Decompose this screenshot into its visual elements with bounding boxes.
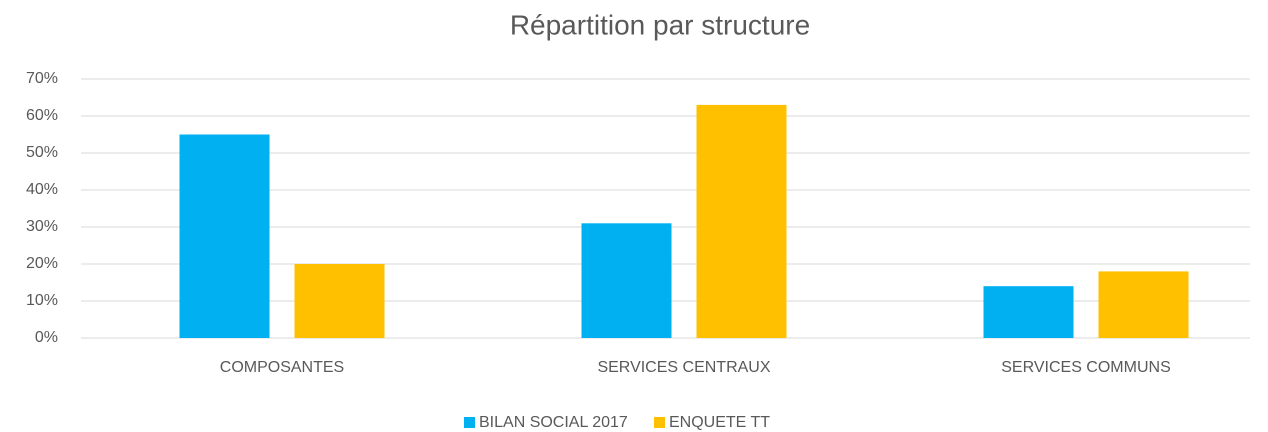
bar <box>696 104 787 339</box>
y-tick-label: 0% <box>35 329 58 346</box>
y-tick-label: 20% <box>26 255 58 272</box>
legend-swatch <box>654 417 665 428</box>
y-tick-label: 60% <box>26 107 58 124</box>
bar <box>581 223 672 338</box>
x-tick-label: SERVICES COMMUNS <box>1001 359 1171 376</box>
bar <box>983 286 1074 338</box>
x-tick-label: SERVICES CENTRAUX <box>597 359 770 376</box>
y-tick-label: 40% <box>26 181 58 198</box>
y-tick-label: 10% <box>26 292 58 309</box>
legend-label: ENQUETE TT <box>669 414 770 431</box>
chart-title: Répartition par structure <box>510 9 810 40</box>
legend-label: BILAN SOCIAL 2017 <box>479 414 628 431</box>
bar <box>1098 271 1189 338</box>
y-tick-label: 50% <box>26 144 58 161</box>
x-tick-label: COMPOSANTES <box>220 359 344 376</box>
legend-swatch <box>464 417 475 428</box>
y-tick-label: 70% <box>26 70 58 87</box>
bar <box>294 264 385 338</box>
bar <box>179 134 270 338</box>
y-tick-label: 30% <box>26 218 58 235</box>
